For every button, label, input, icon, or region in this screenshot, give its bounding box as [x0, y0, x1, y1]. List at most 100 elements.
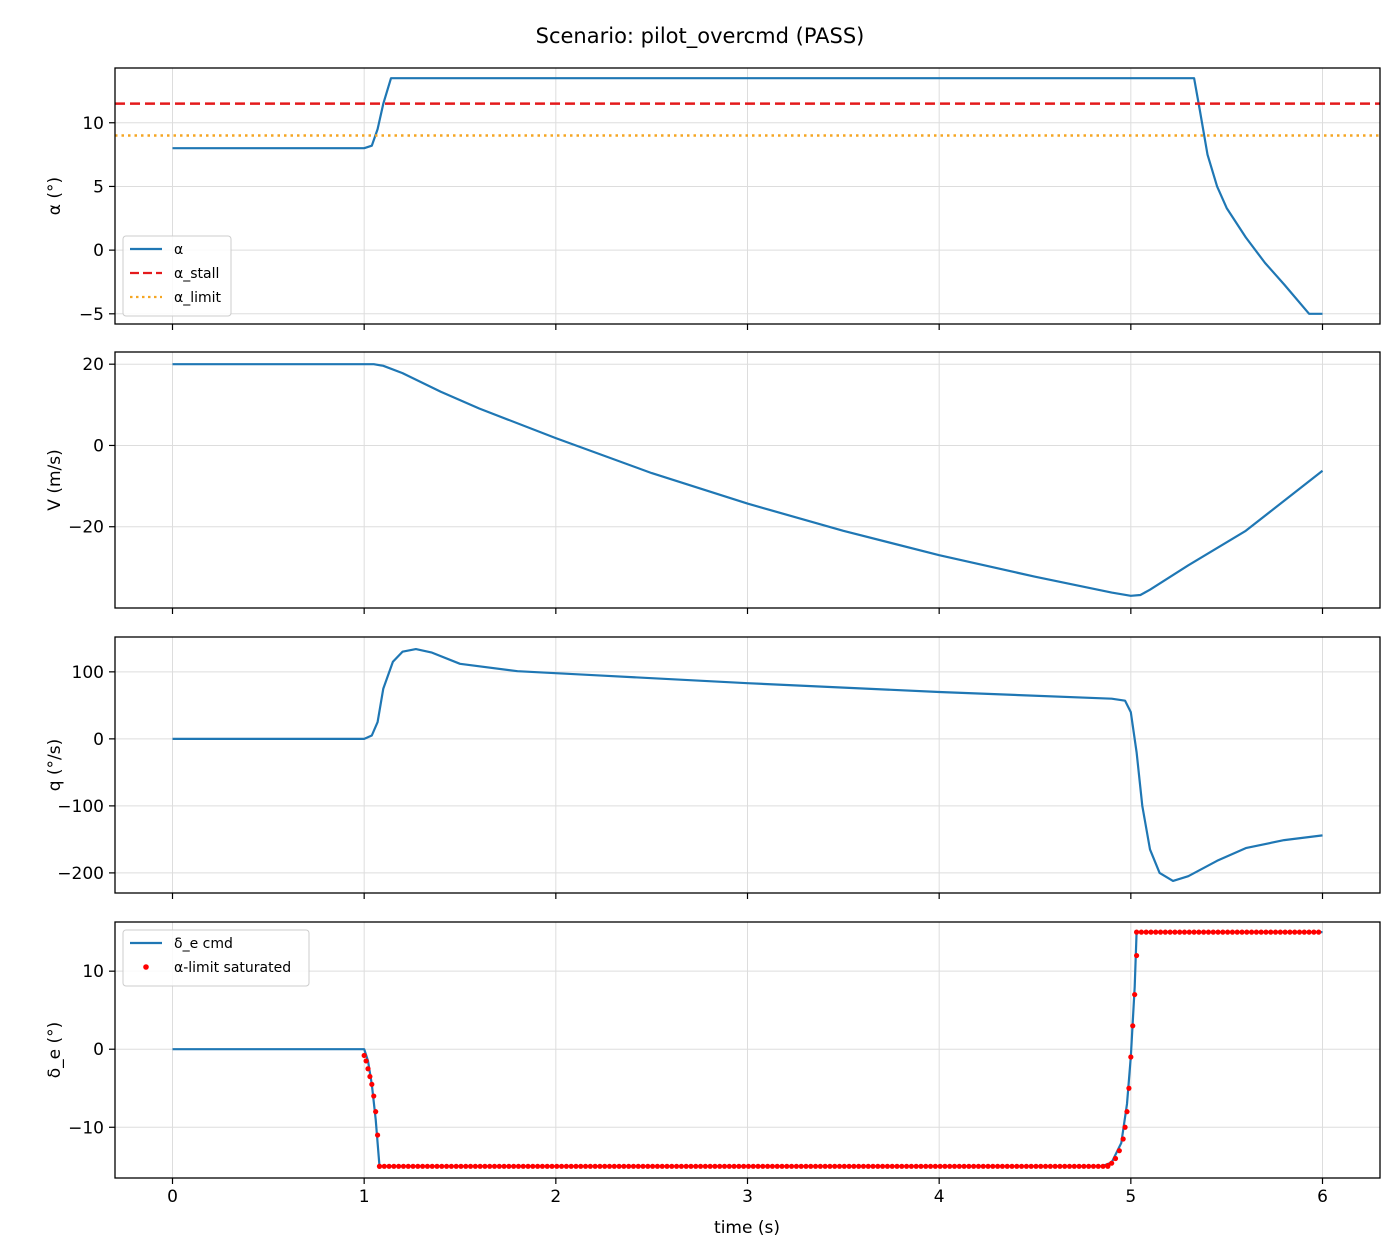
saturated-point: [1162, 929, 1168, 935]
series-line: [172, 363, 1324, 597]
saturated-point: [597, 1163, 603, 1169]
y-tick-label: 20: [82, 355, 104, 375]
legend-label: α_stall: [174, 266, 219, 282]
saturated-point: [784, 1163, 790, 1169]
saturated-point: [1201, 929, 1207, 935]
saturated-point: [884, 1163, 891, 1169]
saturated-point: [1248, 929, 1255, 935]
saturated-point: [1292, 929, 1298, 935]
saturated-point: [376, 1163, 383, 1169]
saturated-point: [1268, 929, 1274, 935]
saturated-point: [769, 1163, 776, 1169]
saturated-point: [582, 1163, 589, 1169]
saturated-point: [587, 1163, 593, 1169]
saturated-point: [630, 1163, 637, 1169]
saturated-point: [822, 1163, 828, 1169]
y-axis-label: V (m/s): [45, 449, 65, 510]
saturated-point: [889, 1163, 895, 1169]
y-tick-label: 0: [93, 241, 104, 261]
saturated-point: [726, 1163, 732, 1169]
x-axis-label: time (s): [714, 1218, 780, 1238]
saturated-point: [1225, 929, 1231, 935]
saturated-point: [942, 1163, 948, 1169]
saturated-point: [1148, 929, 1154, 935]
saturated-point: [707, 1163, 713, 1169]
saturated-point: [405, 1163, 411, 1169]
saturated-point: [1177, 929, 1183, 935]
saturated-point: [1071, 1163, 1077, 1169]
saturated-point: [1126, 1085, 1132, 1091]
saturated-point: [1124, 1109, 1130, 1115]
saturated-point: [937, 1163, 943, 1169]
saturated-point: [1153, 929, 1159, 935]
saturated-point: [616, 1163, 622, 1169]
panel-1: −5 0 5 10 α (°) α α_stall α_limit: [45, 67, 1381, 330]
saturated-point: [1033, 1163, 1039, 1169]
saturated-point: [1215, 929, 1221, 935]
saturated-point: [1120, 1136, 1126, 1142]
plot-area: [172, 648, 1323, 882]
saturated-point: [1100, 1163, 1106, 1169]
saturated-point: [774, 1163, 780, 1169]
saturated-point: [361, 1052, 367, 1059]
saturated-point: [865, 1163, 871, 1169]
panel-4: 0 1 2 3 4 5 6 −10 0 10 δ_e (°) δ_e cmd α-limit satur…: [45, 921, 1381, 1207]
saturated-point: [511, 1163, 517, 1169]
saturated-point: [501, 1163, 507, 1169]
saturated-point: [1311, 929, 1317, 935]
x-tick-label: 5: [1125, 1187, 1136, 1207]
saturated-point: [1014, 1163, 1020, 1169]
saturated-point: [1263, 929, 1269, 935]
saturated-point: [400, 1163, 407, 1169]
saturated-point: [664, 1163, 670, 1169]
saturated-point: [908, 1163, 914, 1169]
saturated-point: [367, 1073, 373, 1080]
saturated-point: [374, 1132, 381, 1138]
saturated-point: [1057, 1163, 1063, 1169]
saturated-point: [443, 1163, 450, 1169]
saturated-point: [1316, 929, 1322, 935]
x-tick-label: 1: [359, 1187, 370, 1207]
saturated-point: [477, 1163, 483, 1169]
saturated-point: [458, 1163, 464, 1169]
x-tick-label: 3: [742, 1187, 753, 1207]
saturated-point: [453, 1163, 459, 1169]
y-axis-label: δ_e (°): [45, 1022, 65, 1079]
y-tick-label: −10: [68, 1118, 104, 1138]
panel-2: −20 0 20 V (m/s): [45, 351, 1381, 614]
saturated-point: [472, 1163, 478, 1169]
saturated-point: [420, 1163, 426, 1169]
saturated-point: [1052, 1163, 1058, 1169]
saturated-point: [1239, 929, 1245, 935]
saturated-point: [1196, 929, 1202, 935]
saturated-point: [520, 1163, 526, 1169]
series-line-α: [172, 77, 1323, 315]
saturated-point: [1086, 1163, 1092, 1169]
saturated-point: [741, 1163, 747, 1169]
saturated-point: [1132, 991, 1138, 998]
saturated-point: [918, 1163, 924, 1169]
saturated-point: [927, 1163, 934, 1169]
legend-label: α: [174, 242, 183, 258]
saturated-point: [841, 1163, 847, 1169]
y-tick-label: 10: [82, 114, 104, 134]
saturated-point: [396, 1163, 402, 1169]
saturated-point: [999, 1163, 1006, 1169]
saturated-point: [1143, 929, 1149, 935]
saturated-point: [765, 1163, 771, 1169]
legend-label: α-limit saturated: [174, 960, 291, 976]
legend-label: α_limit: [174, 290, 222, 306]
saturated-point: [894, 1163, 900, 1169]
y-tick-label: 10: [82, 962, 104, 982]
saturated-point: [1062, 1163, 1068, 1169]
saturated-point: [1296, 929, 1303, 935]
saturated-point: [424, 1163, 431, 1169]
saturated-point: [539, 1163, 546, 1169]
saturated-point: [1042, 1163, 1049, 1169]
saturated-point: [971, 1163, 977, 1169]
saturated-point: [535, 1163, 541, 1169]
saturated-point: [1004, 1163, 1010, 1169]
saturated-point: [1220, 929, 1226, 935]
saturated-point: [1205, 929, 1212, 935]
